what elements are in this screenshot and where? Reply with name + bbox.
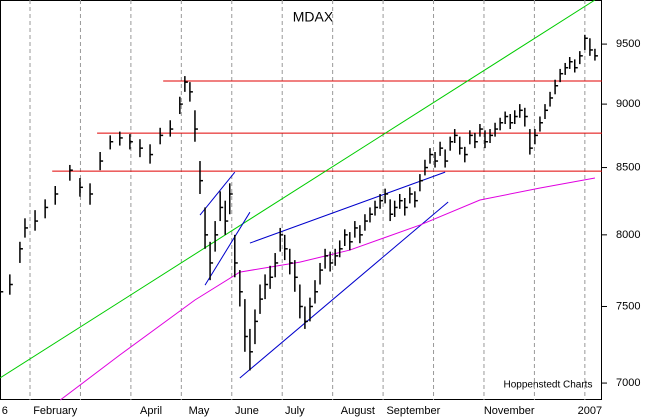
y-tick-label: 8500 [616,161,640,173]
annotation: Hoppenstedt Charts [504,380,593,391]
x-tick-label: 6 [2,405,8,417]
x-tick-label: June [235,405,259,417]
trend-line [249,171,446,244]
trend-line [239,201,449,379]
y-tick-label: 9500 [616,38,640,50]
y-tick-label: 7000 [616,377,640,389]
trend-line [204,211,251,286]
trend-line [0,0,596,379]
x-tick-label: 2007 [578,405,602,417]
x-tick-label: April [140,405,162,417]
y-tick-label: 7500 [616,300,640,312]
x-tick-label: February [33,405,78,417]
x-tick-label: September [386,405,440,417]
x-tick-label: August [341,405,375,417]
x-tick-label: May [189,405,210,417]
y-tick-label: 8000 [616,229,640,241]
chart-title: MDAX [293,9,334,25]
trend-line [199,171,236,216]
y-tick-label: 9000 [616,98,640,110]
plot-frame [0,0,602,400]
x-tick-label: July [285,405,305,417]
x-tick-label: November [484,405,535,417]
